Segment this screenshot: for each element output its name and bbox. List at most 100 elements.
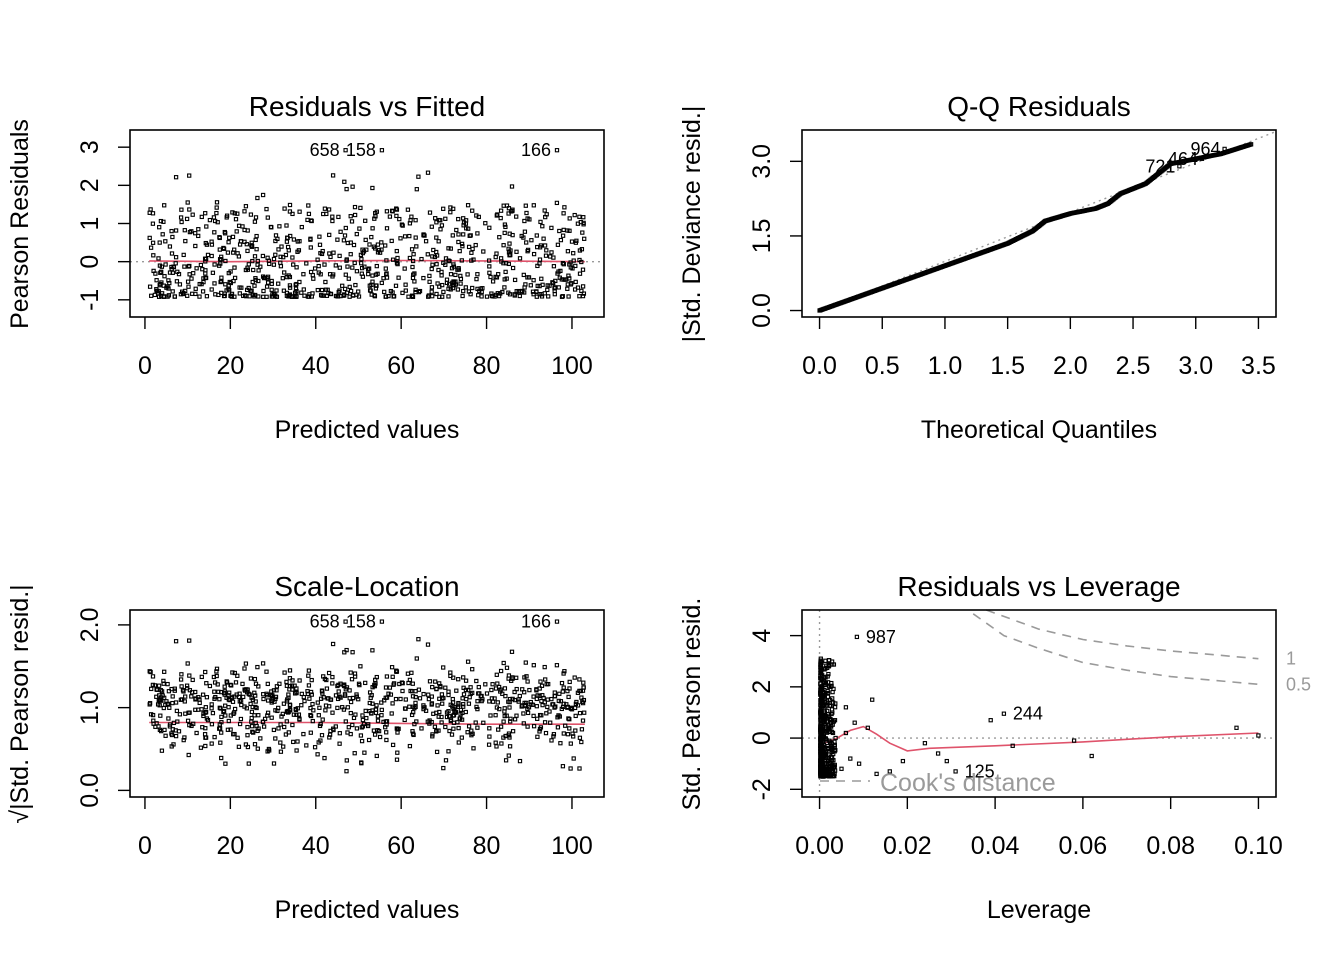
data-point	[423, 239, 429, 244]
data-point	[461, 288, 466, 294]
data-point	[361, 721, 367, 727]
panel1-title: Residuals vs Fitted	[249, 91, 486, 122]
data-point	[506, 261, 511, 267]
data-point	[315, 287, 320, 293]
data-point	[402, 706, 408, 711]
data-point	[350, 265, 355, 270]
data-point	[580, 718, 586, 723]
data-point	[506, 673, 512, 678]
panel3-xlabel: Predicted values	[275, 896, 460, 924]
data-point	[545, 697, 550, 702]
data-point	[579, 727, 585, 732]
data-point	[335, 705, 340, 711]
data-point	[330, 214, 335, 219]
data-point	[301, 694, 306, 700]
data-point	[353, 712, 358, 717]
data-point	[468, 691, 473, 697]
data-point	[539, 276, 544, 281]
data-point	[490, 699, 496, 704]
data-point	[434, 262, 439, 267]
data-point	[443, 724, 448, 730]
data-point	[338, 229, 343, 234]
data-point	[450, 285, 456, 291]
data-point	[465, 730, 470, 735]
data-point	[147, 284, 153, 289]
data-point	[149, 293, 154, 298]
data-point	[434, 728, 439, 733]
data-point	[232, 706, 238, 712]
data-point	[375, 718, 381, 723]
data-point	[514, 675, 519, 680]
data-point	[367, 242, 372, 247]
data-point	[887, 769, 892, 774]
data-point	[271, 727, 277, 733]
x-tick-label: 0.5	[865, 352, 900, 380]
data-point	[463, 285, 468, 290]
data-point	[189, 276, 194, 281]
data-point	[470, 667, 475, 672]
data-point	[508, 719, 513, 724]
data-point	[162, 669, 167, 674]
data-point	[470, 246, 475, 252]
data-point	[286, 248, 291, 253]
data-point	[407, 704, 412, 709]
data-point	[156, 256, 161, 261]
data-point	[1177, 164, 1182, 169]
data-point	[537, 729, 542, 734]
data-point	[466, 244, 472, 250]
data-point	[185, 293, 190, 298]
data-point	[224, 679, 229, 684]
data-point	[430, 254, 435, 259]
data-point	[358, 733, 364, 738]
data-point	[347, 696, 352, 701]
data-point	[290, 678, 295, 683]
data-point	[461, 692, 467, 697]
data-point	[577, 271, 583, 276]
data-point	[372, 293, 377, 298]
data-point	[818, 673, 823, 678]
data-point	[390, 674, 395, 679]
data-point	[165, 681, 170, 687]
data-point	[278, 722, 283, 727]
data-point	[361, 249, 367, 254]
data-point	[558, 699, 564, 704]
panel2-ticks: 0.0 0.5 1.0 1.5 2.0 2.5 3.0 3.5 0.0 1.5 3.0	[748, 144, 1276, 380]
x-tick-label: 3.0	[1178, 352, 1213, 380]
data-point	[354, 726, 360, 731]
data-point	[521, 272, 526, 278]
data-point	[242, 688, 248, 693]
data-point	[468, 233, 473, 238]
data-point	[243, 204, 249, 209]
data-point	[1089, 753, 1094, 759]
panel1-reference-lines	[130, 259, 604, 263]
data-point	[200, 289, 206, 294]
data-point	[191, 271, 196, 276]
data-point	[439, 714, 444, 720]
panel1-xlabel: Predicted values	[275, 416, 460, 444]
data-point	[182, 264, 187, 269]
data-point	[322, 755, 327, 761]
data-point	[236, 744, 242, 749]
data-point	[413, 287, 418, 292]
data-point	[439, 692, 445, 697]
data-point	[223, 282, 228, 287]
data-point	[443, 685, 448, 690]
data-point	[260, 719, 266, 724]
data-point	[409, 712, 415, 718]
data-point	[256, 268, 261, 273]
data-point	[379, 148, 385, 153]
data-point	[181, 252, 186, 258]
data-point	[281, 701, 287, 706]
data-point	[580, 230, 585, 235]
data-point	[278, 749, 284, 754]
data-point	[444, 714, 450, 720]
data-point	[214, 200, 220, 205]
point-label: 158	[346, 140, 376, 160]
data-point	[292, 683, 297, 688]
point-label: 166	[521, 140, 551, 160]
data-point	[295, 249, 300, 254]
data-point	[245, 687, 250, 692]
data-point	[514, 214, 519, 219]
data-point	[357, 226, 362, 231]
data-point	[1001, 711, 1007, 716]
